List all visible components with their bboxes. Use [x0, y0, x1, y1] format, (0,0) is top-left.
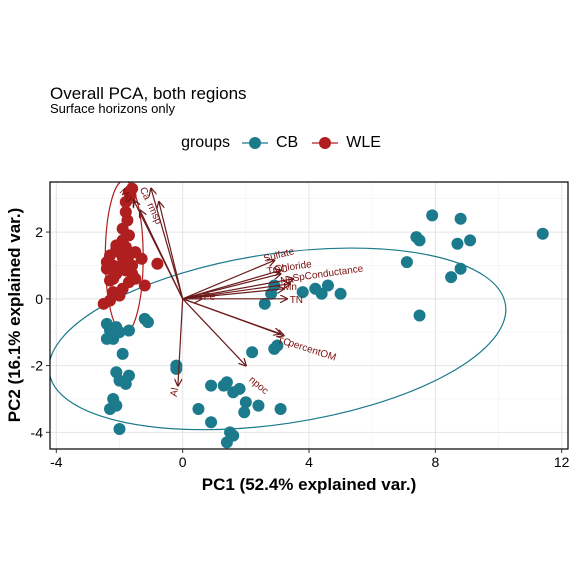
point-cb	[220, 436, 233, 449]
legend-key-cb-icon	[242, 137, 268, 149]
legend-label-cb: CB	[276, 134, 299, 151]
point-wle	[104, 294, 117, 307]
loading-label: Al	[169, 387, 181, 398]
legend-title: groups	[181, 134, 230, 151]
point-cb	[141, 316, 154, 329]
point-cb	[113, 422, 126, 435]
point-cb	[233, 382, 246, 395]
point-cb	[321, 279, 334, 292]
loading-label: Ca	[137, 186, 153, 203]
point-cb	[258, 297, 271, 310]
x-tick-label: -4	[50, 454, 63, 470]
x-tick-label: 8	[431, 454, 439, 470]
point-wle	[138, 279, 151, 292]
chart-title: Overall PCA, both regions	[50, 84, 247, 103]
point-cb	[400, 256, 413, 269]
loading-label: Fe	[204, 292, 216, 303]
point-cb	[451, 237, 464, 250]
legend-key-wle-icon	[312, 137, 339, 149]
loading-arrow	[182, 260, 275, 300]
point-cb	[246, 346, 259, 359]
legend-item-cb: CB	[242, 134, 298, 152]
point-cb	[274, 402, 287, 415]
point-cb	[426, 209, 439, 222]
point-cb	[122, 324, 135, 337]
y-tick-label: -4	[31, 424, 44, 440]
loading-label: rmsp	[144, 201, 164, 226]
point-cb	[445, 271, 458, 284]
point-wle	[107, 272, 120, 285]
loading-label: TOC	[266, 264, 288, 278]
point-wle	[100, 262, 113, 275]
loading-arrow	[159, 202, 184, 299]
loading-arrow	[140, 210, 184, 300]
legend: groups CB WLE	[0, 134, 576, 152]
point-cb	[116, 347, 129, 360]
point-cb	[252, 399, 265, 412]
x-tick-label: 0	[179, 454, 187, 470]
x-tick-label: 12	[554, 454, 570, 470]
chart-subtitle: Surface horizons only	[50, 101, 176, 116]
point-cb	[119, 377, 132, 390]
x-tick-label: 4	[305, 454, 313, 470]
x-axis-label: PC1 (52.4% explained var.)	[202, 475, 417, 494]
point-cb	[170, 362, 183, 375]
point-cb	[239, 396, 252, 409]
point-cb	[238, 406, 251, 419]
point-cb	[454, 262, 467, 275]
point-cb	[296, 286, 309, 299]
point-wle	[119, 196, 132, 209]
y-tick-label: 0	[35, 291, 43, 307]
loading-arrow	[182, 298, 246, 366]
point-cb	[464, 234, 477, 247]
y-axis-label: PC2 (16.1% explained var.)	[5, 208, 24, 423]
axes: -4 0 4 8 12 -4 -2 0 2	[31, 224, 570, 470]
loading-arrow	[178, 298, 184, 386]
point-wle	[126, 267, 139, 280]
point-cb	[413, 309, 426, 322]
point-cb	[536, 227, 549, 240]
loading-label: Chloride	[274, 259, 313, 275]
point-cb	[217, 379, 230, 392]
point-cb	[110, 399, 123, 412]
y-tick-label: -2	[31, 358, 44, 374]
ellipse-cb	[50, 247, 507, 431]
loading-arrow	[182, 274, 281, 300]
point-cb	[192, 402, 205, 415]
point-cb	[205, 379, 218, 392]
loading-label: TN	[290, 295, 303, 306]
point-cb	[413, 234, 426, 247]
point-wle	[116, 251, 129, 264]
legend-item-wle: WLE	[312, 134, 381, 152]
point-cb	[205, 416, 218, 429]
loading-label: Na	[280, 274, 295, 287]
points	[97, 182, 549, 449]
loading-label: TC	[276, 336, 291, 349]
point-cb	[268, 342, 281, 355]
loading-label: npoc	[247, 375, 271, 397]
point-cb	[107, 332, 120, 345]
y-tick-label: 2	[35, 224, 43, 240]
point-cb	[334, 287, 347, 300]
legend-label-wle: WLE	[346, 134, 381, 151]
loading-label: percentOM	[287, 338, 337, 364]
point-wle	[110, 242, 123, 255]
point-wle	[151, 257, 164, 270]
point-cb	[454, 212, 467, 225]
point-wle	[135, 252, 148, 265]
point-wle	[113, 289, 126, 302]
loading-label: Mn	[283, 282, 297, 293]
point-cb	[315, 287, 328, 300]
loading-arrow	[182, 298, 281, 334]
